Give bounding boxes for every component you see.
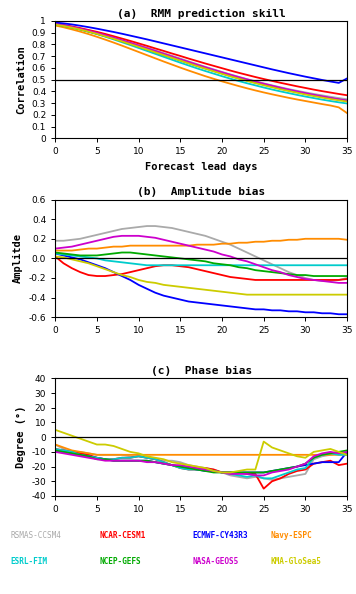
Title: (c)  Phase bias: (c) Phase bias	[151, 366, 252, 376]
X-axis label: Forecast lead days: Forecast lead days	[145, 162, 257, 172]
Text: NCEP-GEFS: NCEP-GEFS	[100, 557, 141, 566]
Text: ESRL-FIM: ESRL-FIM	[11, 557, 48, 566]
Y-axis label: Amplitde: Amplitde	[13, 233, 23, 283]
Title: (b)  Amplitude bias: (b) Amplitude bias	[137, 187, 265, 197]
Text: RSMAS-CCSM4: RSMAS-CCSM4	[11, 531, 62, 541]
Text: KMA-GloSea5: KMA-GloSea5	[271, 557, 321, 566]
Y-axis label: Correlation: Correlation	[16, 45, 26, 114]
Y-axis label: Degree (°): Degree (°)	[16, 406, 26, 469]
Text: NCAR-CESM1: NCAR-CESM1	[100, 531, 146, 541]
Text: NASA-GEOS5: NASA-GEOS5	[192, 557, 239, 566]
Title: (a)  RMM prediction skill: (a) RMM prediction skill	[117, 8, 286, 18]
Text: Navy-ESPC: Navy-ESPC	[271, 531, 312, 541]
Text: ECMWF-CY43R3: ECMWF-CY43R3	[192, 531, 248, 541]
